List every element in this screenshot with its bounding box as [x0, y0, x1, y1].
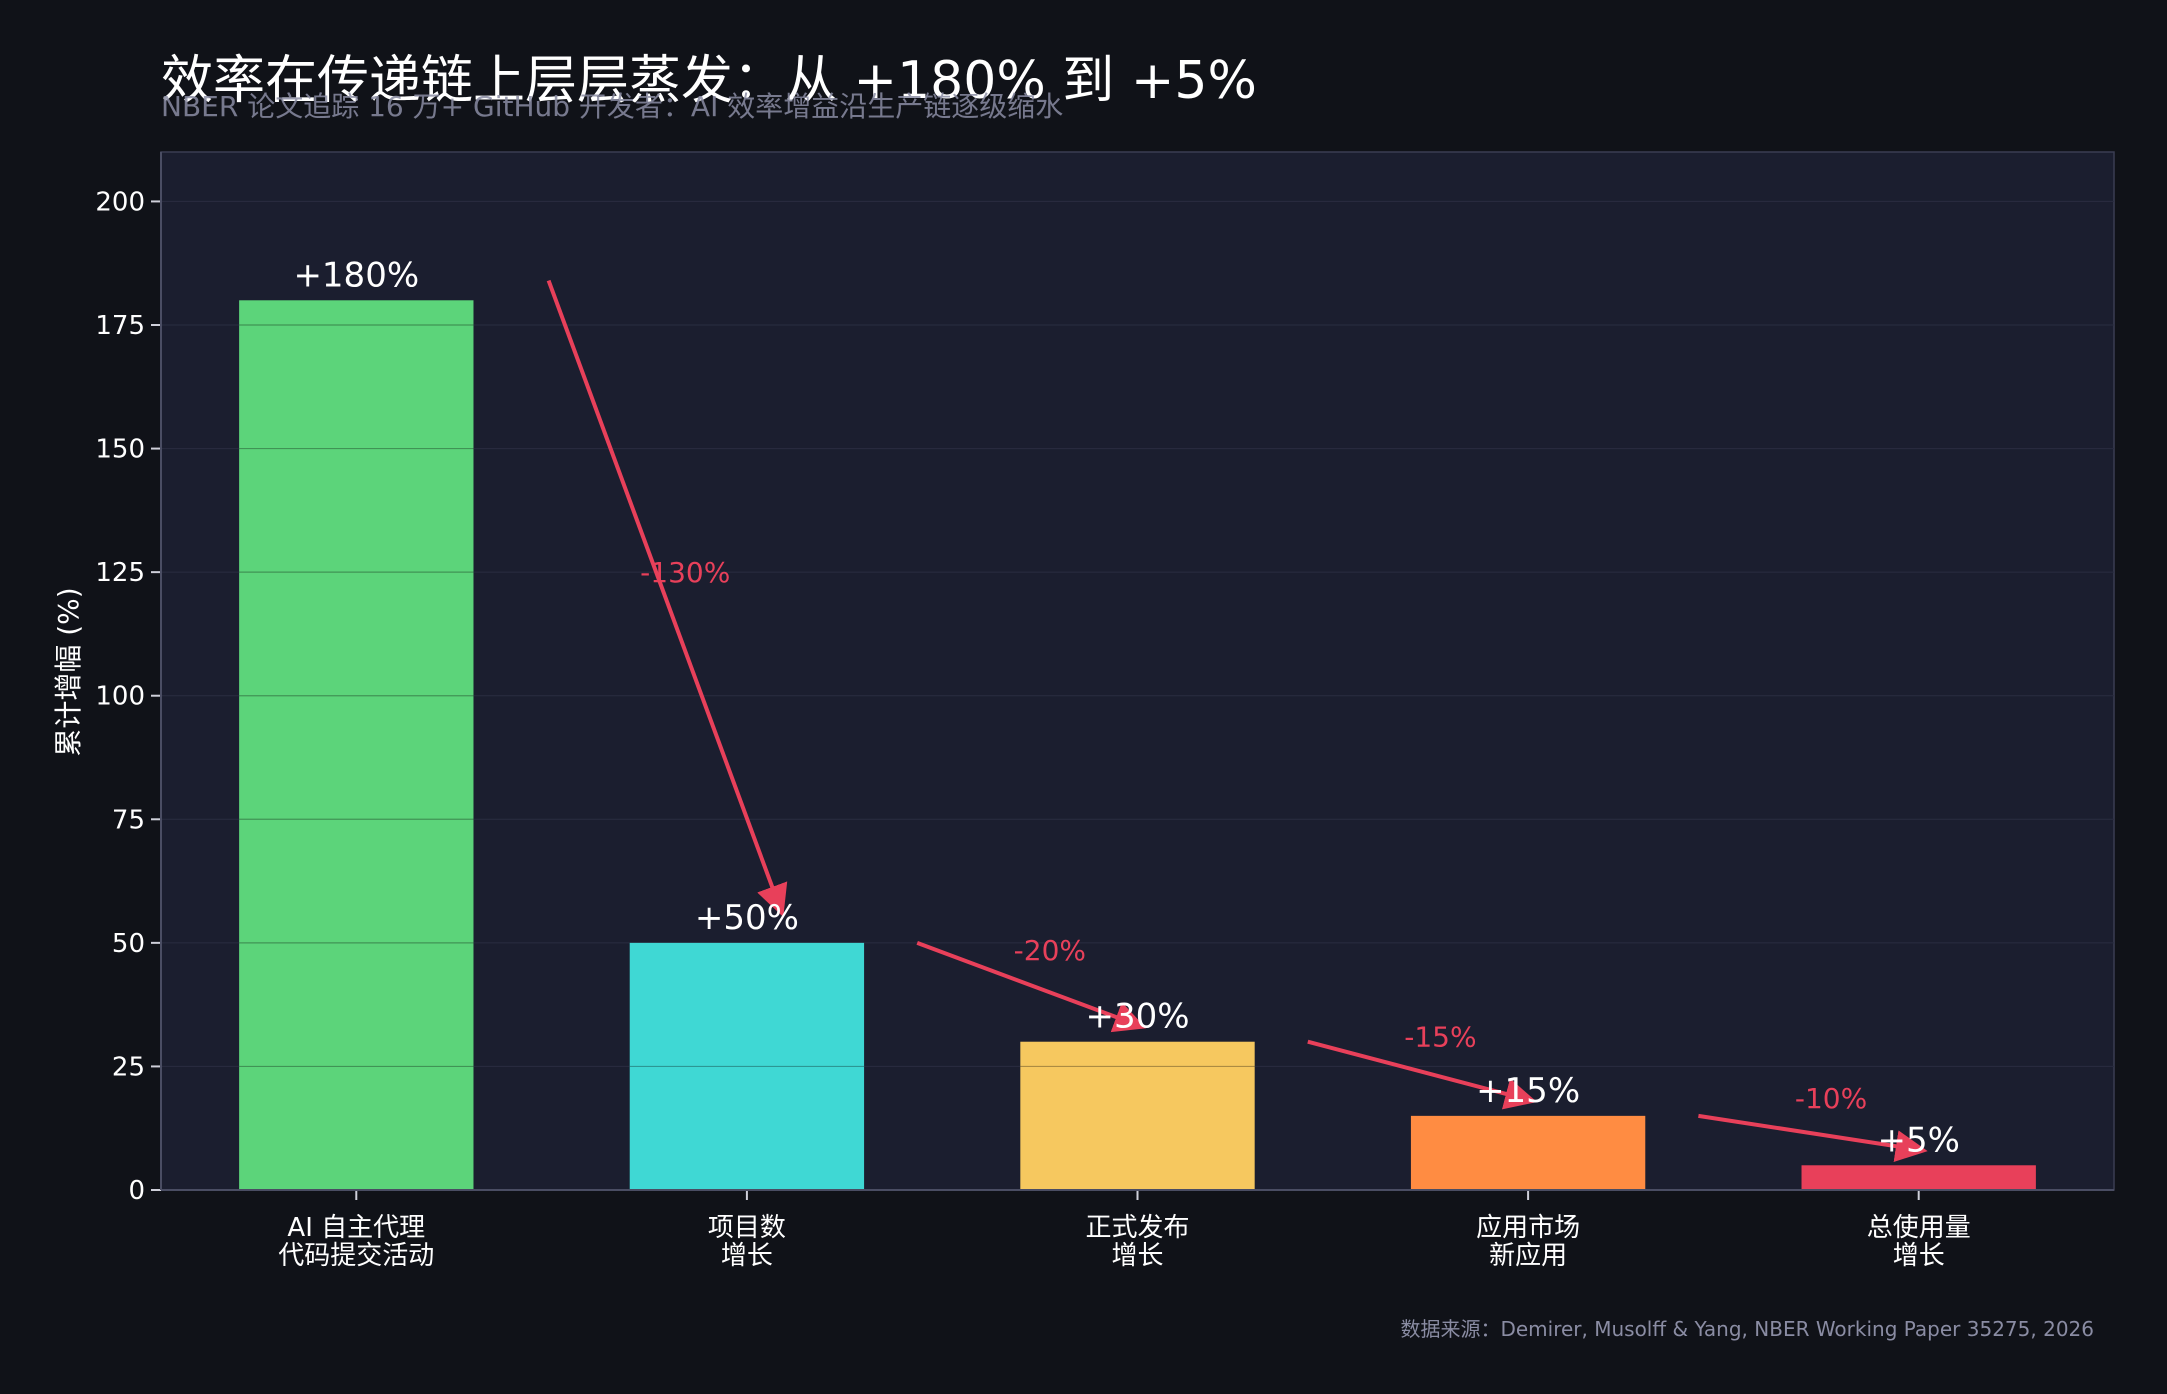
- bars: [239, 300, 2036, 1190]
- drop-arrows: -130% -20% -15% -10%: [546, 279, 1928, 1163]
- drop-label: -130%: [640, 556, 730, 589]
- x-tick-label: 代码提交活动: [278, 1241, 434, 1271]
- x-tick-label: 增长: [1111, 1241, 1163, 1271]
- drop-label: -15%: [1404, 1020, 1476, 1053]
- value-label: +30%: [1085, 997, 1189, 1037]
- bar: [1020, 1041, 1255, 1190]
- y-tick-label: 200: [95, 187, 145, 217]
- y-axis-label: 累计增幅 (%): [52, 587, 85, 756]
- value-label: +5%: [1877, 1120, 1959, 1160]
- bar: [1410, 1115, 1646, 1190]
- x-tick-label: AI 自主代理: [287, 1213, 425, 1243]
- y-tick-label: 150: [95, 435, 145, 465]
- drop-arrow: [1698, 1113, 1928, 1163]
- bar: [239, 300, 474, 1190]
- y-tick-label: 175: [95, 311, 145, 341]
- value-label: +15%: [1476, 1071, 1580, 1111]
- drop-label: -20%: [1014, 934, 1086, 967]
- value-label: +180%: [293, 255, 419, 295]
- x-tick-label: 新应用: [1489, 1241, 1567, 1271]
- x-tick-label: 应用市场: [1476, 1213, 1580, 1243]
- y-tick-label: 125: [95, 558, 145, 588]
- bar: [1801, 1165, 2036, 1190]
- drop-label: -10%: [1795, 1082, 1867, 1115]
- value-labels: +180% +50% +30% +15% +5%: [293, 255, 1959, 1160]
- y-tick-label: 50: [112, 929, 145, 959]
- drop-arrow: [1307, 1039, 1537, 1110]
- x-tick-label: 增长: [721, 1241, 773, 1271]
- x-tick-label: 项目数: [708, 1213, 786, 1243]
- y-tick-label: 100: [95, 682, 145, 712]
- drop-arrow: [546, 279, 788, 917]
- drop-arrow: [916, 940, 1147, 1033]
- y-tick-label: 25: [112, 1052, 145, 1082]
- y-tick-label: 75: [112, 805, 145, 835]
- value-label: +50%: [695, 898, 799, 938]
- bar-overlays: [239, 324, 1255, 1068]
- x-tick-label: 增长: [1893, 1241, 1945, 1271]
- bar: [629, 942, 865, 1190]
- chart-title: 效率在传递链上层层蒸发：从 +180% 到 +5%: [161, 51, 1257, 111]
- source-note: 数据来源：Demirer, Musolff & Yang, NBER Worki…: [1400, 1317, 2094, 1341]
- chart-subtitle: NBER 论文追踪 16 万+ GitHub 开发者：AI 效率增益沿生产链逐级…: [161, 90, 1063, 123]
- x-tick-label: 正式发布: [1085, 1213, 1189, 1243]
- x-tick-label: 总使用量: [1867, 1213, 1971, 1243]
- grid-lines: [161, 200, 2114, 1067]
- y-tick-label: 0: [128, 1176, 145, 1206]
